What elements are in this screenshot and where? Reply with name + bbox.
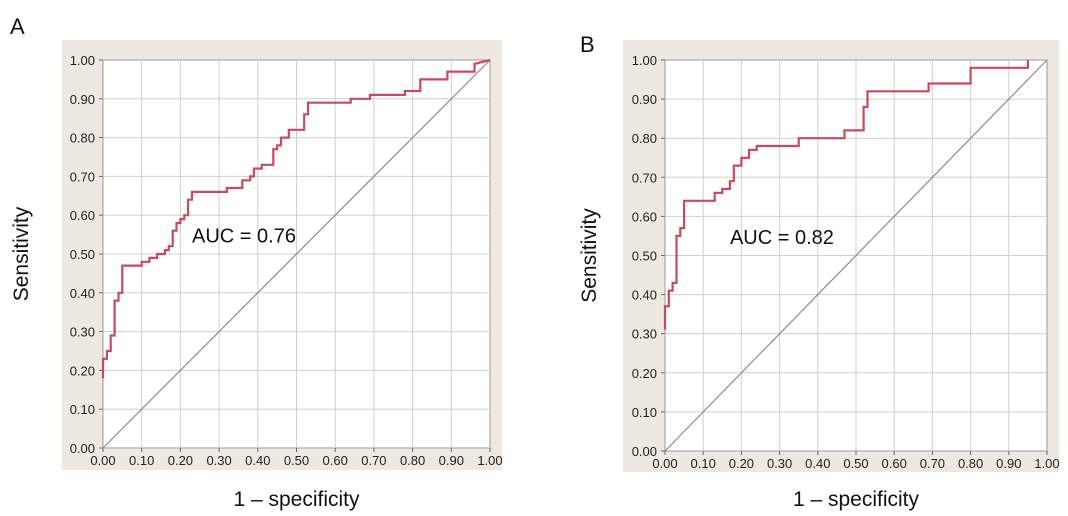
- y-tick-label-a: 1.00: [70, 53, 95, 68]
- y-tick-label-b: 0.70: [632, 170, 657, 185]
- panel-a: A 0.00 0.10 0.20 0.30 0.40 0.50 0.60 0.70 0.80 0.…: [10, 14, 503, 511]
- x-tick-label-a: 0.60: [323, 453, 348, 468]
- panel-b-letter: B: [580, 32, 595, 57]
- x-tick-label-b: 0.20: [729, 456, 754, 471]
- panel-b: B 0.00 0.10 0.20 0.30 0.40 0.50 0.60 0.70 0.80 0.…: [534, 0, 1068, 516]
- y-tick-label-a: 0.40: [70, 286, 95, 301]
- roc-curve-a: [101, 58, 491, 379]
- x-tick-label-a: 0.00: [90, 453, 115, 468]
- y-tick-label-a: 0.60: [70, 208, 95, 223]
- y-tick-label-a: 0.80: [70, 131, 95, 146]
- x-tick-label-a: 0.30: [206, 453, 231, 468]
- x-tick-label-a: 0.80: [400, 453, 425, 468]
- y-axis-title-a: Sensitivity: [10, 206, 33, 301]
- x-tick-label-a: 0.10: [129, 453, 154, 468]
- panel-a-letter: A: [10, 14, 25, 39]
- y-tick-label-b: 0.80: [632, 131, 657, 146]
- x-tick-label-b: 0.50: [843, 456, 868, 471]
- diagonal-line-b: [664, 59, 1048, 452]
- y-tick-label-a: 0.10: [70, 402, 95, 417]
- y-tick-label-a: 0.00: [70, 441, 95, 456]
- auc-annotation-a: AUC = 0.76: [192, 225, 296, 247]
- y-tick-label-a: 0.50: [70, 247, 95, 262]
- y-tick-label-b: 0.20: [632, 366, 657, 381]
- y-tick-label-a: 0.70: [70, 169, 95, 184]
- x-tick-label-b: 0.10: [691, 456, 716, 471]
- y-tick-label-b: 0.30: [632, 327, 657, 342]
- x-tick-label-a: 0.50: [284, 453, 309, 468]
- y-tick-label-a: 0.30: [70, 325, 95, 340]
- x-tick-label-a: 1.00: [477, 453, 502, 468]
- x-tick-label-b: 1.00: [1034, 456, 1059, 471]
- y-tick-label-b: 0.60: [632, 209, 657, 224]
- x-tick-label-a: 0.40: [245, 453, 270, 468]
- y-axis-title-b: Sensitivity: [578, 208, 601, 303]
- y-tick-label-b: 1.00: [632, 53, 657, 68]
- y-tick-label-b: 0.40: [632, 288, 657, 303]
- x-tick-label-b: 0.90: [996, 456, 1021, 471]
- x-axis-title-b: 1 – specificity: [793, 488, 920, 511]
- y-tick-label-b: 0.00: [632, 444, 657, 459]
- x-tick-label-b: 0.80: [958, 456, 983, 471]
- y-tick-label-b: 0.90: [632, 92, 657, 107]
- x-tick-label-a: 0.20: [168, 453, 193, 468]
- roc-curve-b: [663, 60, 1029, 330]
- roc-chart-a: 0.00 0.10 0.20 0.30 0.40 0.50 0.60 0.70 0.80 0.90…: [10, 40, 503, 511]
- x-tick-label-a: 0.90: [439, 453, 464, 468]
- roc-chart-b: 0.00 0.10 0.20 0.30 0.40 0.50 0.60 0.70 0.80 0.90…: [578, 40, 1060, 511]
- x-tick-label-a: 0.70: [361, 453, 386, 468]
- auc-annotation-b: AUC = 0.82: [730, 227, 834, 249]
- x-tick-label-b: 0.70: [920, 456, 945, 471]
- y-tick-label-b: 0.10: [632, 405, 657, 420]
- y-tick-label-a: 0.20: [70, 363, 95, 378]
- x-tick-label-b: 0.40: [805, 456, 830, 471]
- y-tick-label-a: 0.90: [70, 92, 95, 107]
- x-axis-title-a: 1 – specificity: [233, 488, 360, 511]
- x-tick-label-b: 0.60: [882, 456, 907, 471]
- y-tick-label-b: 0.50: [632, 249, 657, 264]
- diagonal-line-a: [102, 59, 491, 449]
- x-tick-label-b: 0.30: [767, 456, 792, 471]
- x-tick-label-b: 0.00: [652, 456, 677, 471]
